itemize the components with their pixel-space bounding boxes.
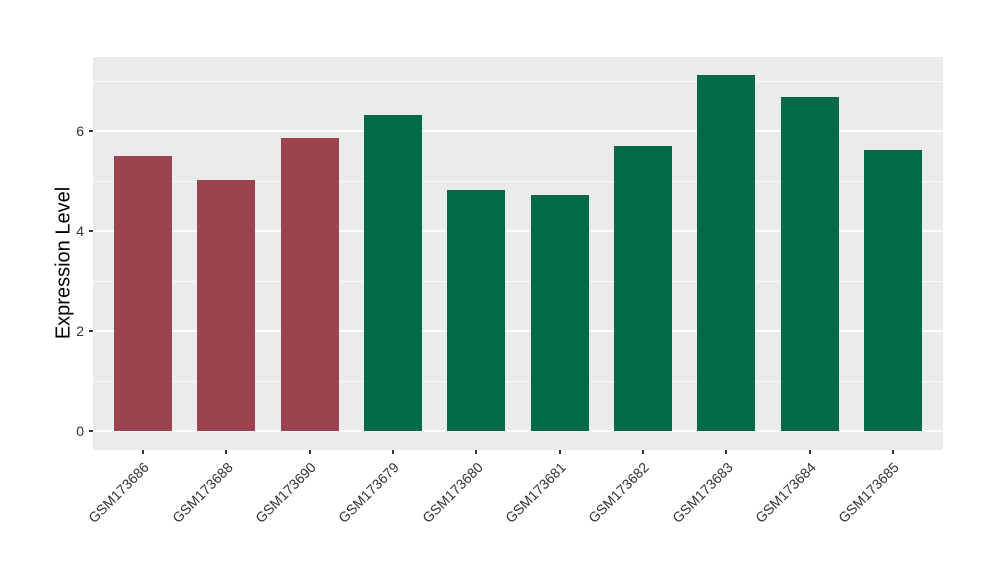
gridline-major: [93, 330, 943, 332]
bar-GSM173690: [280, 137, 339, 431]
y-axis-title: Expression Level: [52, 186, 75, 340]
bar-GSM173686: [113, 156, 173, 431]
gridline-major: [93, 230, 943, 232]
x-tick-mark: [225, 450, 228, 454]
x-tick-mark: [725, 450, 728, 454]
x-tick-label: GSM173686: [85, 459, 153, 526]
x-tick-mark: [142, 450, 144, 454]
y-tick-label: 0: [76, 423, 84, 439]
x-tick-mark: [475, 450, 478, 454]
bar-GSM173683: [697, 75, 756, 431]
x-tick-mark: [642, 450, 644, 454]
x-tick-mark: [392, 450, 394, 454]
y-tick-mark: [89, 430, 93, 432]
y-tick-label: 2: [76, 323, 84, 339]
x-tick-label: GSM173680: [418, 459, 486, 526]
y-tick-mark: [89, 330, 93, 332]
gridline-minor: [93, 180, 943, 182]
x-tick-label: GSM173685: [835, 459, 903, 526]
x-tick-label: GSM173683: [668, 459, 736, 526]
bar-GSM173688: [197, 180, 256, 431]
bar-GSM173684: [780, 97, 839, 431]
bar-GSM173685: [863, 149, 923, 431]
gridline-major: [93, 430, 943, 432]
gridline-minor: [93, 80, 943, 82]
bar-GSM173682: [613, 146, 673, 431]
x-tick-label: GSM173684: [752, 459, 819, 526]
gridline-minor: [93, 280, 943, 282]
plot-panel: [93, 57, 943, 450]
y-tick-mark: [89, 130, 93, 132]
y-tick-label: 6: [76, 123, 84, 139]
gridline-major: [93, 130, 943, 132]
x-tick-mark: [892, 450, 894, 454]
bar-GSM173681: [530, 195, 589, 431]
x-tick-mark: [808, 450, 811, 454]
x-tick-mark: [308, 450, 311, 454]
x-tick-label: GSM173688: [168, 459, 236, 526]
y-tick-label: 4: [76, 223, 84, 239]
x-tick-mark: [558, 450, 561, 454]
y-tick-mark: [89, 230, 93, 232]
x-tick-label: GSM173679: [335, 459, 403, 526]
bar-GSM173680: [447, 189, 506, 431]
x-tick-label: GSM173681: [502, 459, 569, 526]
x-tick-label: GSM173682: [585, 459, 653, 526]
x-tick-label: GSM173690: [252, 459, 319, 526]
bar-GSM173679: [363, 114, 423, 431]
gridline-minor: [93, 380, 943, 382]
